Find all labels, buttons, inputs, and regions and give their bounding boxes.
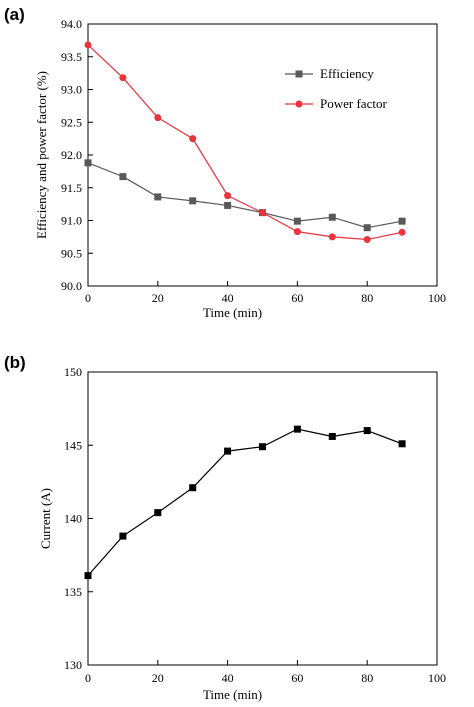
chart2-x-tick-label: 20: [152, 671, 164, 685]
chart2-series-1-point: [363, 427, 371, 435]
chart2-x-axis-title: Time (min): [203, 687, 262, 702]
chart2-y-tick-label: 130: [64, 658, 82, 672]
chart1-series-2-point: [328, 233, 336, 241]
chart1-y-tick-label: 90.0: [61, 279, 82, 293]
chart1-series-1-point: [84, 159, 92, 167]
chart1-legend-marker-2: [295, 100, 303, 108]
chart1-y-tick-label: 93.5: [61, 50, 82, 64]
chart2-series-1-point: [293, 425, 301, 433]
chart1-series-2-point: [224, 192, 232, 200]
chart1-series-2-point: [293, 228, 301, 236]
chart1-series-1-point: [363, 224, 371, 232]
chart1-y-tick-label: 92.0: [61, 148, 82, 162]
chart1-y-tick-label: 91.0: [61, 214, 82, 228]
chart2-x-tick-label: 0: [85, 671, 91, 685]
chart1-x-tick-label: 100: [428, 291, 446, 305]
chart1-series-2-point: [398, 228, 406, 236]
chart2-x-tick-label: 40: [222, 671, 234, 685]
chart1-series-1-point: [224, 201, 232, 209]
chart1-series-2-point: [119, 74, 127, 82]
chart1-series-2-point: [259, 209, 266, 217]
chart1-panel-label: (a): [4, 5, 25, 24]
chart2-x-tick-label: 80: [361, 671, 373, 685]
chart1-y-tick-label: 92.5: [61, 115, 82, 129]
chart2-x-tick-label: 60: [291, 671, 303, 685]
chart2-series-1-point: [398, 440, 406, 448]
chart2-y-tick-label: 145: [64, 438, 82, 452]
chart1-series-1-point: [119, 173, 127, 181]
chart2-series-1-point: [328, 432, 336, 440]
chart1-y-tick-label: 91.5: [61, 181, 82, 195]
chart1-legend-label-1: Efficiency: [320, 66, 374, 81]
chart2-series-1-point: [259, 443, 266, 451]
chart1-series-1-point: [189, 197, 197, 205]
chart1-series-2-point: [363, 235, 371, 243]
chart1-legend-marker-1: [295, 70, 303, 78]
chart1-y-tick-label: 93.0: [61, 83, 82, 97]
chart1-series-2-point: [154, 114, 162, 122]
chart2-series-1-point: [84, 572, 92, 580]
chart1-y-tick-label: 94.0: [61, 17, 82, 31]
chart1-x-tick-label: 20: [152, 291, 164, 305]
chart2-series-1-point: [119, 532, 127, 540]
chart1-x-tick-label: 0: [85, 291, 91, 305]
chart2-series-1-point: [189, 484, 197, 492]
chart1-x-tick-label: 60: [291, 291, 303, 305]
chart1-x-tick-label: 40: [222, 291, 234, 305]
chart2-series-1-point: [154, 509, 162, 517]
chart1-series-1-point: [154, 193, 162, 201]
chart1-series-2-point: [189, 135, 197, 143]
chart2-panel-label: (b): [4, 353, 26, 372]
chart2-y-tick-label: 135: [64, 585, 82, 599]
chart1-series-1-line: [87, 162, 403, 229]
chart1-legend-label-2: Power factor: [320, 96, 387, 111]
chart1-series-1-point: [293, 217, 301, 225]
chart1-series-2-point: [84, 41, 92, 49]
chart2-plot-frame: [87, 371, 438, 666]
chart1-y-tick-label: 90.5: [61, 246, 82, 260]
chart1-x-tick-label: 80: [361, 291, 373, 305]
chart2-y-tick-label: 150: [64, 365, 82, 379]
chart1-series-2-line: [87, 44, 403, 241]
chart1-series-1-point: [398, 217, 406, 225]
chart2-y-tick-label: 140: [64, 512, 82, 526]
chart1-series-1-point: [328, 213, 336, 221]
chart2-y-axis-title: Current (A): [38, 488, 53, 549]
chart1-x-axis-title: Time (min): [203, 305, 262, 320]
chart1-plot-frame: [87, 23, 438, 287]
chart2-series-1-line: [87, 428, 403, 577]
chart1-y-axis-title: Efficiency and power factor (%): [34, 71, 49, 239]
chart2-x-tick-label: 100: [428, 671, 446, 685]
chart2-series-1-point: [224, 447, 232, 455]
